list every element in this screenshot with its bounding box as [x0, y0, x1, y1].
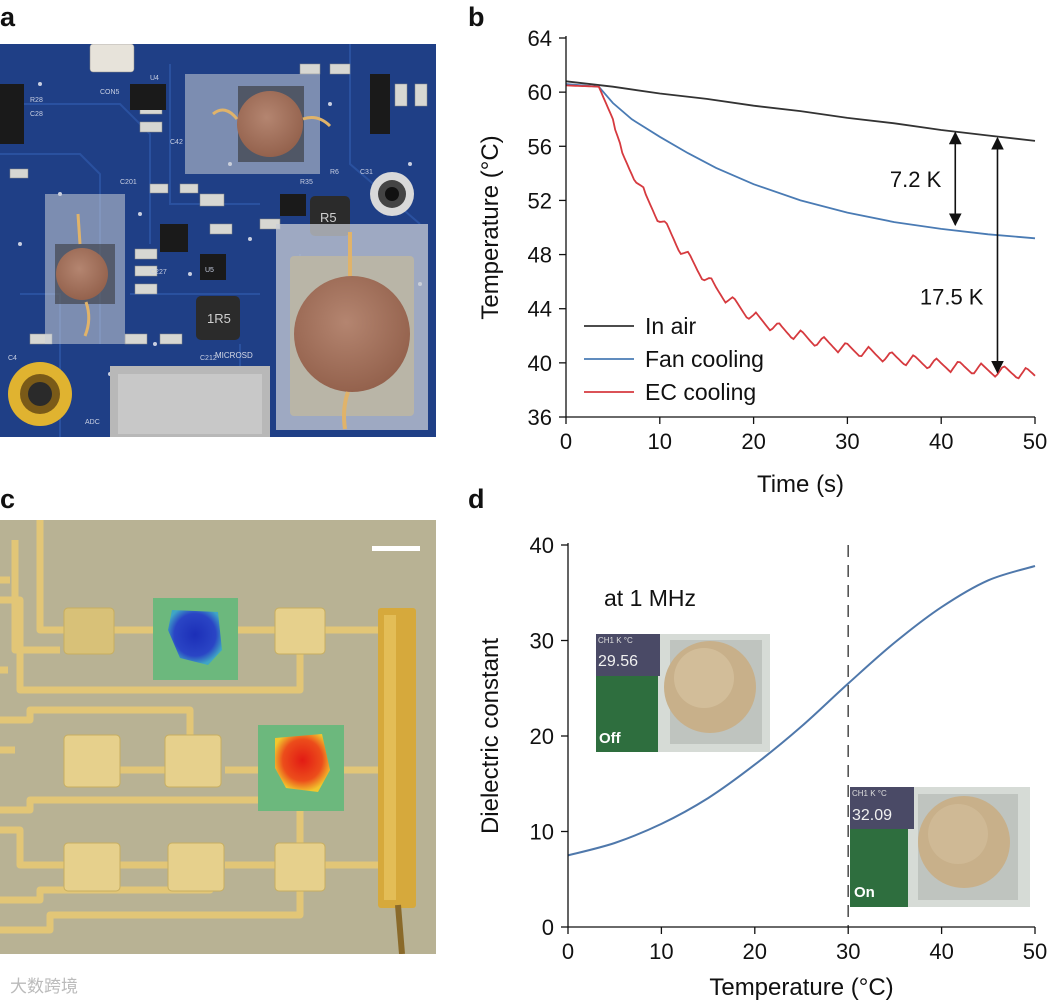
x-tick-label: 0: [562, 939, 574, 964]
thermal-array-drawing: [0, 520, 436, 954]
pcb-label: C201: [120, 179, 137, 186]
difference-label: 7.2 K: [890, 167, 942, 192]
y-tick-label: 40: [530, 533, 554, 558]
pcb-label-microsd: MICROSD: [215, 351, 253, 360]
ec-device-large: [276, 224, 428, 430]
x-tick-label: 40: [929, 939, 953, 964]
pads: [63, 607, 326, 892]
pcb-label: U5: [205, 267, 214, 274]
x-tick-label: 50: [1023, 429, 1047, 454]
panel-label-a: a: [0, 2, 16, 32]
series-line-ec-cooling: [565, 84, 1036, 380]
ec-device-left: [45, 194, 125, 344]
ec-device-top: [185, 74, 332, 174]
pcb-label: R35: [300, 179, 313, 186]
pcb-label-r5: R5: [320, 210, 337, 225]
scale-bar: [372, 546, 420, 551]
y-tick-label: 52: [528, 188, 552, 213]
x-tick-label: 20: [741, 429, 765, 454]
x-tick-label: 10: [648, 429, 672, 454]
temperature-time-chart: 36 40 44 48 52 56 60 64 0 10 20 30 40 50 Time (s) Tempe…: [477, 26, 1047, 498]
difference-label: 17.5 K: [920, 285, 984, 310]
inset-channel-label: CH1 K °C: [598, 636, 633, 645]
chart-b-axes: 36 40 44 48 52 56 60 64 0 10 20 30 40 50 Time (s) Tempe…: [477, 26, 1047, 498]
y-tick-label: 40: [528, 351, 552, 376]
x-tick-label: 30: [835, 429, 859, 454]
x-tick-label: 50: [1023, 939, 1047, 964]
chart-d-series-group: [567, 565, 1036, 857]
series-line-in-air: [565, 80, 1036, 142]
pcb-label: R6: [330, 169, 339, 176]
y-tick-label: 0: [542, 915, 554, 940]
inset-state-off: Off: [599, 730, 622, 747]
ec-disk: [237, 91, 303, 157]
legend-entry: EC cooling: [645, 379, 756, 405]
x-tick-label: 30: [836, 939, 860, 964]
thermal-array-photo: [0, 520, 436, 954]
inset-device-off: CH1 K °C 29.56 Off: [596, 634, 770, 752]
pcb-label: C4: [8, 355, 17, 362]
pcb-label-1r5: 1R5: [207, 311, 231, 326]
inset-reading-on: 32.09: [852, 807, 892, 824]
x-axis-label: Time (s): [757, 471, 844, 498]
busbar: [378, 608, 416, 908]
y-tick-label: 56: [528, 134, 552, 159]
chart-b-legend: In air Fan cooling EC cooling: [584, 313, 764, 405]
pcb-label: U4: [150, 75, 159, 82]
x-tick-label: 10: [649, 939, 673, 964]
pcb-label: C227: [150, 269, 167, 276]
x-tick-label: 40: [929, 429, 953, 454]
pcb-label: C28: [30, 111, 43, 118]
y-tick-label: 36: [528, 405, 552, 430]
y-tick-label: 20: [530, 724, 554, 749]
ec-disk: [56, 248, 108, 300]
panel-label-d: d: [468, 484, 485, 514]
inset-channel-label: CH1 K °C: [852, 789, 887, 798]
pcb-label: C212: [200, 355, 217, 362]
series-line-fan-cooling: [565, 83, 1036, 240]
cool-spot: [168, 610, 222, 665]
y-axis-label: Temperature (°C): [477, 135, 504, 319]
pcb-label: C42: [170, 139, 183, 146]
frequency-annotation: at 1 MHz: [604, 585, 696, 611]
pcb-label: C31: [360, 169, 373, 176]
chart-d-axes: 0 10 20 30 40 0 10 20 30 40 50 Temperature (°C) Diel…: [477, 533, 1047, 1001]
y-axis-label: Dielectric constant: [477, 638, 504, 834]
y-tick-label: 48: [528, 243, 552, 268]
y-tick-label: 60: [528, 80, 552, 105]
panel-label-c: c: [0, 484, 16, 514]
ec-disk: [294, 276, 410, 392]
chart-b-series-group: [565, 80, 1036, 380]
dielectric-temperature-chart: 0 10 20 30 40 0 10 20 30 40 50 Temperature (°C) Diel…: [477, 533, 1047, 1001]
legend-entry: Fan cooling: [645, 346, 764, 372]
x-tick-label: 0: [560, 429, 572, 454]
pcb-label: ADC: [85, 419, 100, 426]
pcb-label: R28: [30, 97, 43, 104]
chart-b-annotations: 7.2 K 17.5 K: [890, 131, 1004, 374]
pcb-label: CON5: [100, 89, 120, 96]
pcb-photo-drawing: 1R5 R5 MICROSD CON5 U4 R28 C28 C201 C42 …: [0, 44, 436, 437]
y-tick-label: 44: [528, 297, 552, 322]
inset-state-on: On: [854, 884, 875, 901]
traces: [0, 520, 390, 934]
pcb-photo: 1R5 R5 MICROSD CON5 U4 R28 C28 C201 C42 …: [0, 44, 436, 437]
inset-reading-off: 29.56: [598, 653, 638, 670]
hot-spot: [275, 734, 330, 792]
inset-device-on: CH1 K °C 32.09 On: [850, 787, 1030, 907]
x-axis-label: Temperature (°C): [709, 974, 893, 1001]
y-tick-label: 64: [528, 26, 552, 51]
legend-entry: In air: [645, 313, 696, 339]
inductor-1r5: [196, 296, 240, 340]
panel-label-b: b: [468, 2, 485, 32]
y-tick-label: 10: [530, 820, 554, 845]
x-tick-label: 20: [743, 939, 767, 964]
dielectric-curve: [567, 565, 1036, 857]
watermark: 大数跨境: [10, 977, 78, 997]
y-tick-label: 30: [530, 629, 554, 654]
